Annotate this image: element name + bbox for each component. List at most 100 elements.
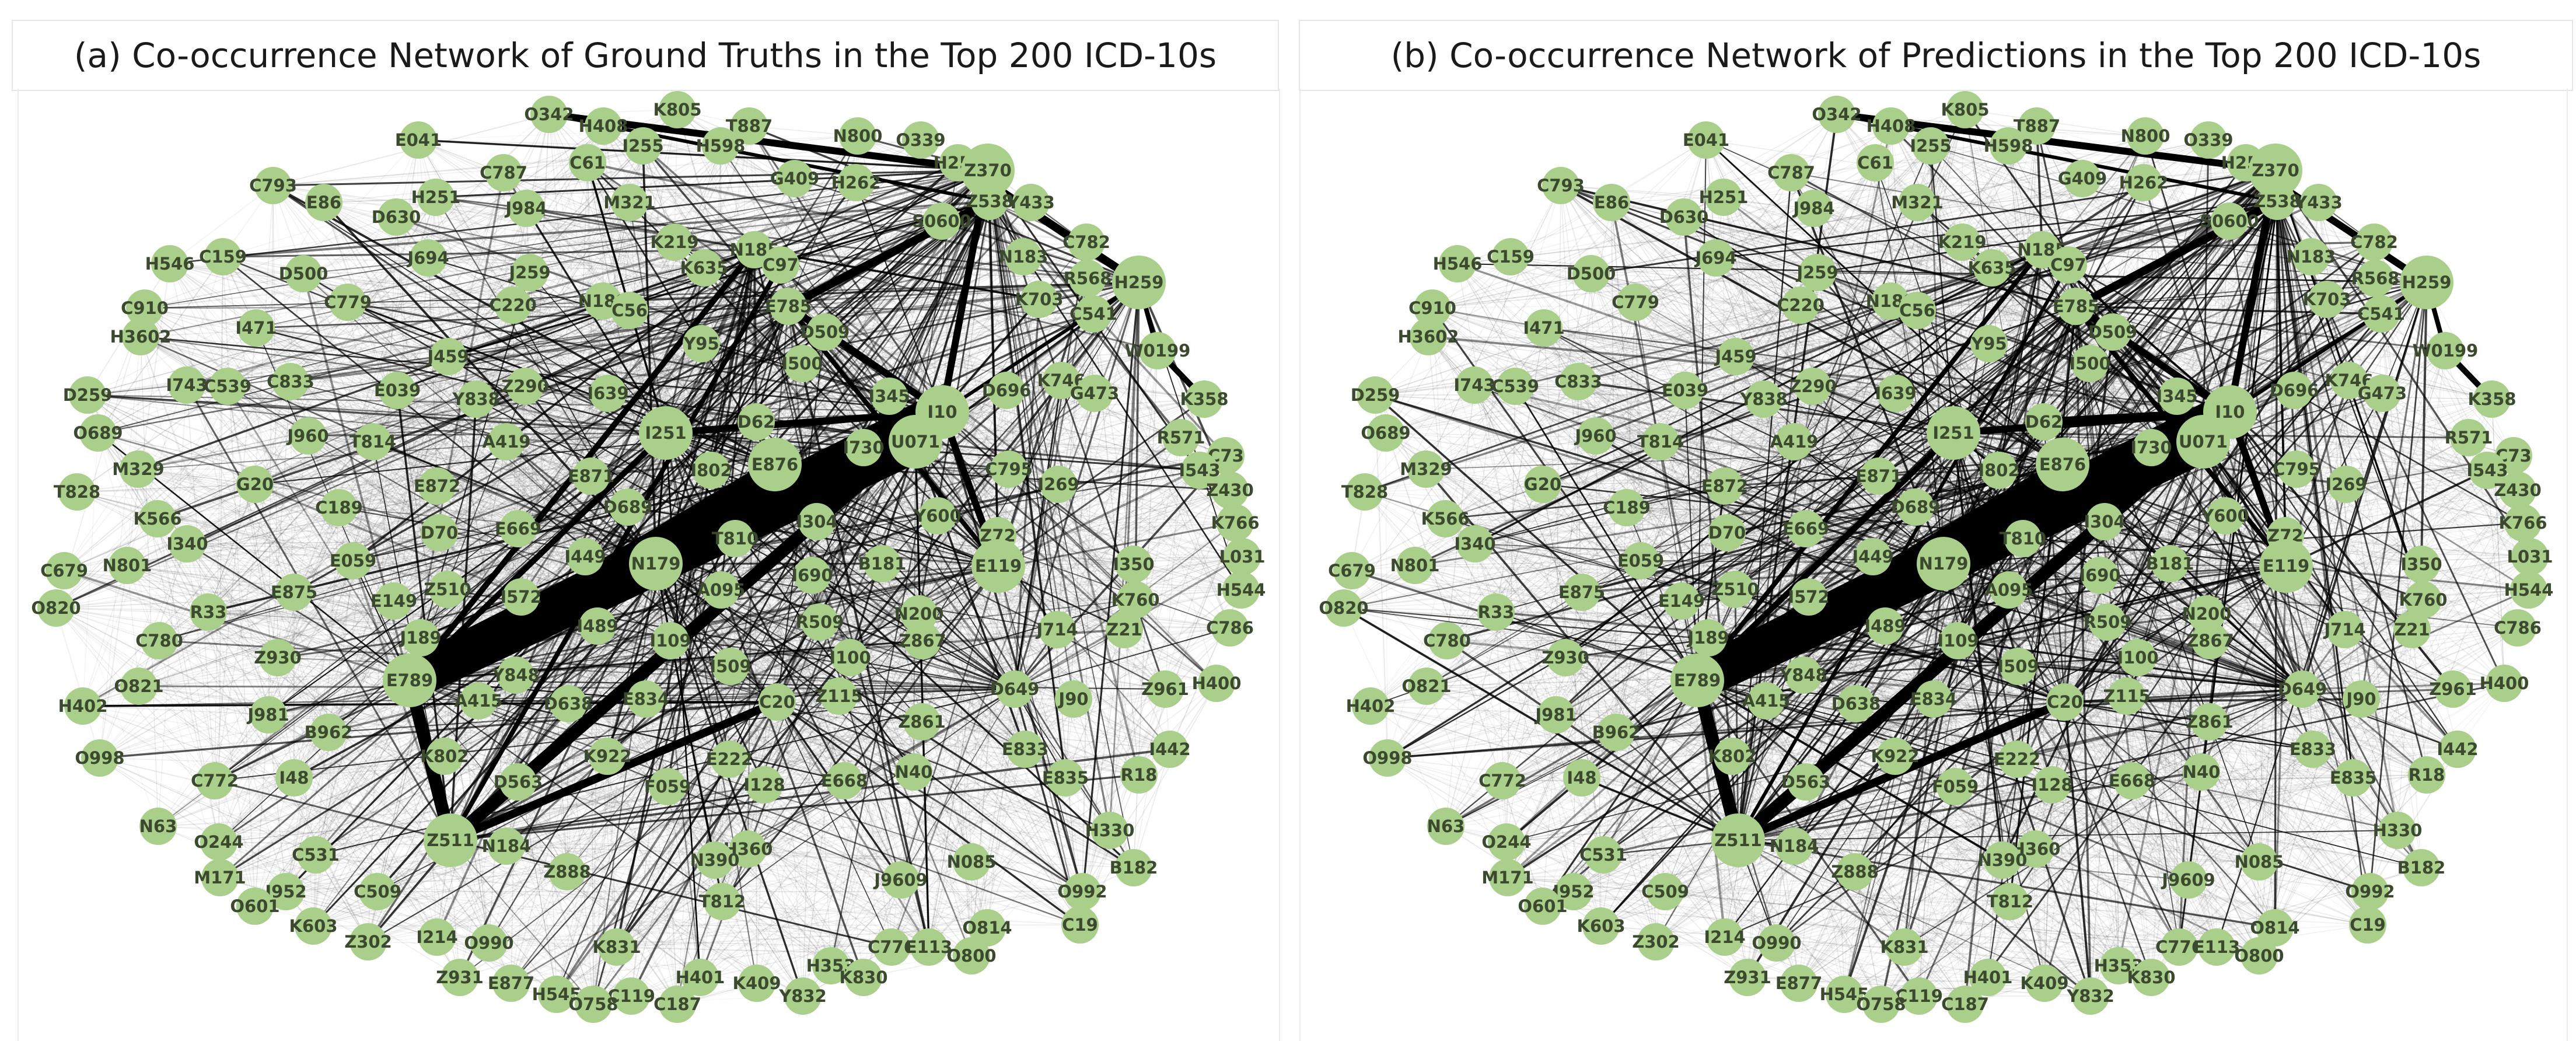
edge	[1079, 490, 1231, 925]
node-label: E059	[330, 551, 376, 571]
edge	[277, 356, 449, 658]
edge	[730, 390, 1007, 667]
node-label: I442	[1149, 739, 1190, 759]
edge	[368, 830, 1110, 942]
edge	[186, 385, 448, 590]
edge	[921, 522, 1236, 722]
node-label: T814	[349, 432, 396, 452]
edge	[525, 386, 671, 641]
edge	[254, 396, 890, 485]
edge	[1138, 522, 1236, 775]
edge	[802, 689, 1015, 997]
edge	[488, 891, 1083, 944]
edge	[218, 381, 291, 843]
edge	[285, 469, 1009, 892]
edge	[55, 197, 436, 609]
edge	[218, 535, 998, 843]
node-label: L031	[1219, 547, 1265, 567]
node-label: H408	[579, 116, 628, 136]
edge	[587, 162, 929, 948]
edge	[55, 607, 1140, 775]
node-label: J9609	[873, 870, 928, 890]
node-label: C509	[354, 882, 401, 902]
node-label: D649	[990, 679, 1040, 699]
edge	[144, 273, 304, 309]
edge	[518, 301, 603, 529]
node-label: C56	[611, 301, 648, 320]
node-label: Y600	[913, 506, 962, 526]
edge	[526, 208, 609, 394]
edge	[55, 518, 158, 609]
panel-b-title-box: (b) Co-occurrence Network of Predictions…	[1299, 20, 2573, 91]
edge	[254, 749, 1170, 907]
edge	[82, 705, 1026, 750]
node-label: Z961	[1141, 679, 1189, 699]
edge	[1065, 627, 1231, 778]
edge	[802, 696, 840, 997]
edge	[518, 781, 1081, 925]
node-label: N800	[833, 126, 883, 146]
node-label: J259	[508, 263, 550, 282]
node-label: I269	[1037, 474, 1079, 494]
node-label: H3602	[110, 327, 172, 347]
node-label: C189	[315, 498, 363, 518]
edge	[307, 435, 519, 529]
node-R33: R33	[190, 593, 227, 631]
edge	[512, 305, 1134, 565]
edge	[307, 221, 942, 436]
node-label: I743	[166, 375, 207, 395]
node-C19: C19	[1061, 906, 1099, 944]
node-label: D259	[63, 385, 113, 405]
edge	[838, 696, 1074, 700]
edge	[140, 336, 757, 422]
edge	[459, 774, 1140, 978]
edge	[511, 927, 988, 984]
edge	[525, 386, 671, 641]
panel-a: (a) Co-occurrence Network of Ground Trut…	[12, 20, 1280, 1041]
edge	[722, 350, 1158, 902]
edge	[794, 178, 1136, 600]
edge	[127, 565, 1134, 868]
edge	[372, 242, 675, 442]
node-label: Y433	[1006, 193, 1055, 212]
node-label: Z430	[1206, 480, 1254, 500]
node-label: Z931	[436, 967, 484, 987]
edge	[476, 399, 557, 995]
edge	[764, 380, 1062, 785]
edge	[518, 563, 883, 783]
edge	[138, 543, 188, 687]
node-label: H400	[1192, 673, 1242, 693]
edge	[645, 162, 959, 700]
node-label: K703	[1015, 289, 1063, 309]
node-label: K219	[650, 232, 698, 252]
edge	[315, 854, 972, 956]
node-label: O992	[1057, 882, 1107, 902]
node-label: K566	[133, 509, 181, 529]
node-label: B962	[305, 722, 353, 742]
edge	[256, 327, 715, 861]
edge	[323, 202, 757, 422]
edge	[144, 308, 440, 533]
node-label: E872	[414, 476, 460, 496]
node-label: N200	[894, 604, 944, 624]
edge	[794, 178, 820, 623]
edge	[518, 781, 1134, 868]
edge	[816, 521, 1081, 925]
node-label: H598	[696, 136, 746, 156]
node-label: T810	[712, 529, 759, 549]
edge	[1079, 522, 1236, 925]
edge	[187, 135, 858, 544]
edge	[593, 470, 1200, 1005]
edge	[568, 703, 594, 1005]
edge	[169, 263, 269, 715]
edge	[476, 170, 988, 400]
edge	[87, 394, 723, 902]
node-label: O689	[73, 423, 123, 443]
edge	[655, 563, 1081, 925]
edge	[670, 350, 1158, 641]
edge	[99, 757, 316, 855]
edge	[439, 125, 750, 533]
node-Y95: Y95	[683, 325, 720, 362]
edge	[607, 393, 1009, 470]
edge	[99, 732, 329, 759]
